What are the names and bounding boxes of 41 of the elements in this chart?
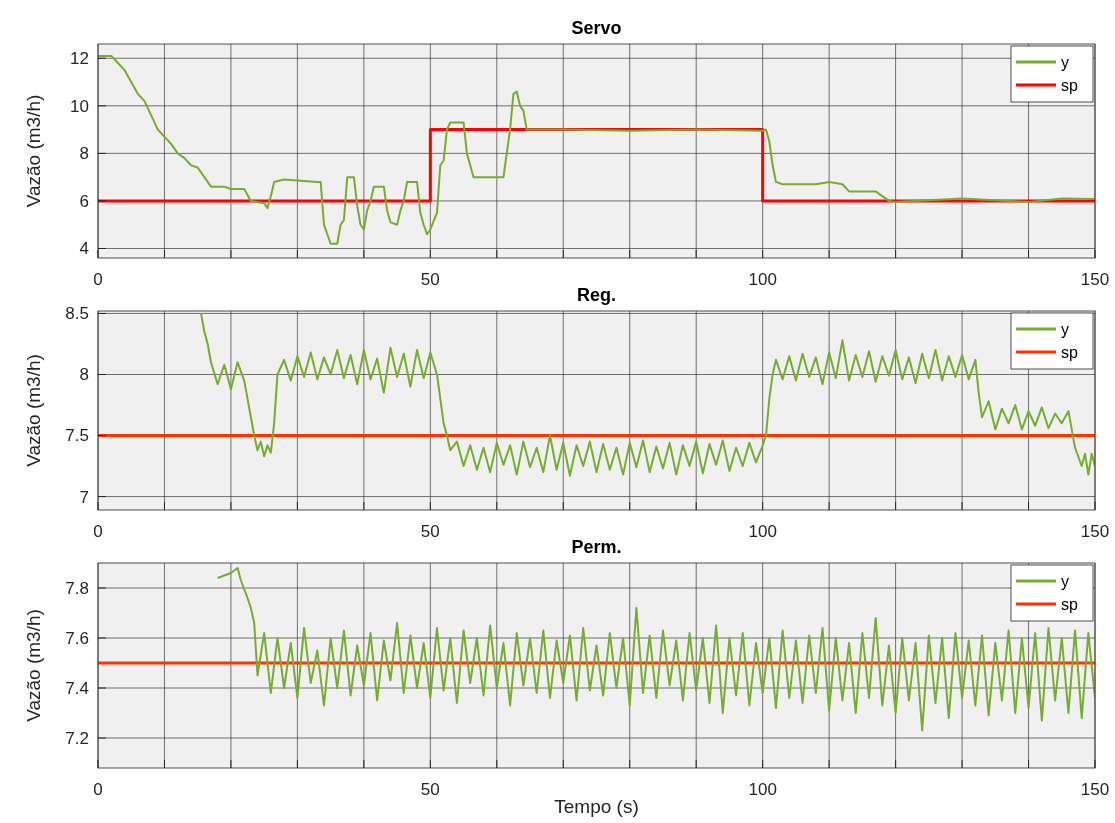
legend-label: y	[1061, 53, 1069, 71]
y-tick-label: 7	[79, 487, 89, 507]
legend-label: y	[1061, 572, 1069, 590]
x-tick-label: 150	[1080, 780, 1110, 799]
x-tick-label: 0	[93, 522, 103, 541]
x-tick-label: 100	[748, 270, 777, 289]
y-tick-label: 7.4	[65, 678, 89, 698]
line-series	[216, 567, 1095, 732]
line-series	[200, 312, 1095, 477]
x-tick-label: 50	[420, 270, 440, 289]
chart-title: Perm.	[571, 537, 622, 557]
legend-label: y	[1061, 320, 1069, 338]
y-axis-title: Vazão (m3/h)	[23, 354, 44, 467]
x-tick-label: 0	[93, 780, 103, 799]
x-tick-label: 150	[1080, 270, 1110, 289]
y-tick-label: 7.6	[65, 628, 89, 648]
x-tick-label: 100	[748, 522, 777, 541]
y-tick-label: 8	[79, 365, 89, 385]
x-tick-label: 50	[420, 522, 440, 541]
legend-label: sp	[1061, 343, 1078, 361]
chart-title: Reg.	[576, 285, 617, 305]
y-tick-label: 6	[79, 191, 89, 211]
legend-label: sp	[1061, 595, 1078, 613]
legend-label: sp	[1061, 76, 1078, 94]
x-tick-label: 50	[420, 780, 440, 799]
x-tick-label: 100	[748, 780, 777, 799]
y-tick-label: 8.5	[65, 304, 89, 324]
line-series	[98, 54, 1095, 245]
y-tick-label: 10	[70, 96, 89, 116]
x-tick-label: 150	[1080, 522, 1110, 541]
y-axis-title: Vazão (m3/h)	[23, 94, 44, 208]
x-tick-label: 0	[93, 270, 103, 289]
y-tick-label: 12	[70, 49, 89, 69]
y-tick-label: 7.2	[65, 728, 89, 748]
y-axis-title: Vazão (m3/h)	[23, 609, 44, 722]
x-axis-title: Tempo (s)	[554, 796, 639, 817]
y-tick-label: 7.8	[65, 578, 89, 598]
y-tick-label: 7.5	[65, 426, 89, 446]
chart-title: Servo	[571, 18, 622, 38]
y-tick-label: 8	[79, 144, 89, 164]
y-tick-label: 4	[79, 239, 89, 259]
